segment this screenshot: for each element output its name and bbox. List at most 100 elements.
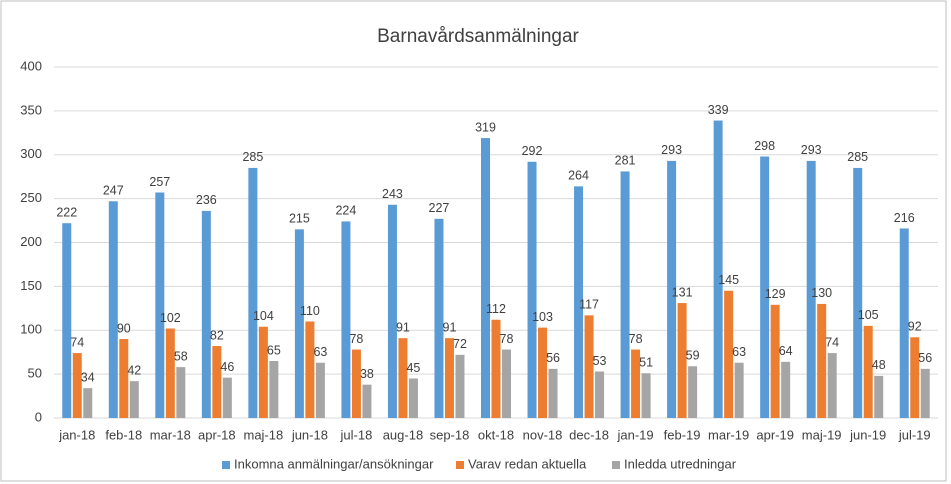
- value-label: 78: [500, 332, 514, 346]
- bar: [212, 346, 222, 418]
- x-tick-label: sep-18: [430, 427, 470, 442]
- value-label: 56: [546, 351, 560, 365]
- y-tick-label: 400: [20, 58, 42, 73]
- value-label: 222: [56, 205, 77, 219]
- value-label: 78: [629, 332, 643, 346]
- y-tick-label: 0: [35, 409, 42, 424]
- x-tick-label: maj-19: [802, 427, 842, 442]
- bar: [620, 171, 630, 418]
- x-tick-label: apr-18: [198, 427, 236, 442]
- value-label: 216: [894, 211, 915, 225]
- bar: [62, 223, 72, 418]
- value-label: 82: [210, 328, 224, 342]
- x-tick-label: nov-18: [523, 427, 563, 442]
- bar: [165, 328, 175, 418]
- value-label: 264: [568, 169, 589, 183]
- bar: [584, 315, 594, 418]
- value-label: 91: [396, 320, 410, 334]
- value-label: 130: [811, 286, 832, 300]
- bar: [502, 349, 511, 418]
- x-tick-label: okt-18: [478, 427, 514, 442]
- value-label: 224: [335, 204, 356, 218]
- x-tick-label: jul-19: [898, 427, 931, 442]
- bar: [641, 373, 651, 418]
- value-label: 102: [160, 311, 181, 325]
- bar: [548, 368, 558, 418]
- bar: [351, 349, 361, 418]
- x-tick-label: dec-18: [569, 427, 609, 442]
- x-tick-label: jan-18: [58, 427, 95, 442]
- value-label: 285: [242, 150, 263, 164]
- value-label: 103: [532, 310, 553, 324]
- y-tick-label: 150: [20, 278, 42, 293]
- value-label: 339: [708, 103, 729, 117]
- bar: [434, 218, 444, 418]
- bar: [817, 303, 827, 418]
- bar: [201, 210, 211, 418]
- bar: [341, 221, 351, 418]
- bar: [305, 321, 315, 418]
- value-label: 112: [486, 302, 506, 316]
- value-label: 145: [718, 273, 739, 287]
- bar: [481, 138, 490, 418]
- bar: [853, 167, 863, 418]
- y-tick-label: 350: [20, 102, 42, 117]
- bar: [455, 354, 465, 418]
- value-label: 292: [522, 144, 543, 158]
- x-tick-label: jul-18: [340, 427, 373, 442]
- value-label: 42: [127, 363, 141, 377]
- x-tick-label: jun-19: [849, 427, 886, 442]
- value-label: 247: [103, 184, 124, 198]
- x-tick-label: jun-18: [291, 427, 328, 442]
- x-tick-label: aug-18: [383, 427, 423, 442]
- value-label: 117: [579, 298, 599, 312]
- x-tick-label: maj-18: [243, 427, 283, 442]
- bar: [724, 290, 734, 418]
- value-label: 298: [754, 139, 775, 153]
- value-label: 48: [872, 358, 886, 372]
- value-label: 293: [801, 143, 822, 157]
- legend-label: Inledda utredningar: [624, 456, 737, 471]
- value-label: 51: [639, 356, 653, 370]
- bar: [595, 371, 605, 418]
- bar: [491, 319, 501, 418]
- value-label: 319: [475, 120, 496, 134]
- bar: [734, 362, 744, 418]
- value-label: 129: [765, 287, 786, 301]
- value-label: 91: [443, 320, 457, 334]
- value-label: 72: [453, 337, 467, 351]
- value-label: 38: [360, 367, 374, 381]
- bar: [631, 349, 641, 418]
- bar: [760, 156, 770, 418]
- bar: [806, 160, 816, 418]
- value-label: 236: [196, 193, 217, 207]
- bar: [108, 201, 118, 418]
- bar: [176, 367, 186, 418]
- legend-swatch: [612, 461, 620, 469]
- value-label: 64: [779, 344, 793, 358]
- value-label: 34: [81, 370, 95, 384]
- value-label: 56: [918, 351, 932, 365]
- bar: [398, 338, 408, 418]
- chart-title: Barnavårdsanmälningar: [377, 26, 579, 47]
- value-label: 90: [117, 321, 131, 335]
- bar: [910, 337, 920, 418]
- value-label: 58: [174, 349, 188, 363]
- value-label: 63: [313, 345, 327, 359]
- value-label: 257: [149, 175, 170, 189]
- bar: [677, 303, 687, 418]
- value-label: 293: [661, 143, 682, 157]
- value-label: 46: [220, 360, 234, 374]
- bar: [527, 161, 537, 418]
- value-label: 105: [858, 308, 879, 322]
- x-tick-label: apr-19: [756, 427, 794, 442]
- bar: [863, 325, 873, 418]
- legend-swatch: [456, 461, 464, 469]
- bar: [781, 361, 791, 418]
- bar: [770, 304, 780, 418]
- value-label: 215: [289, 212, 310, 226]
- bar: [920, 368, 930, 418]
- value-label: 74: [70, 335, 84, 349]
- bar: [408, 378, 418, 418]
- bar: [83, 388, 93, 418]
